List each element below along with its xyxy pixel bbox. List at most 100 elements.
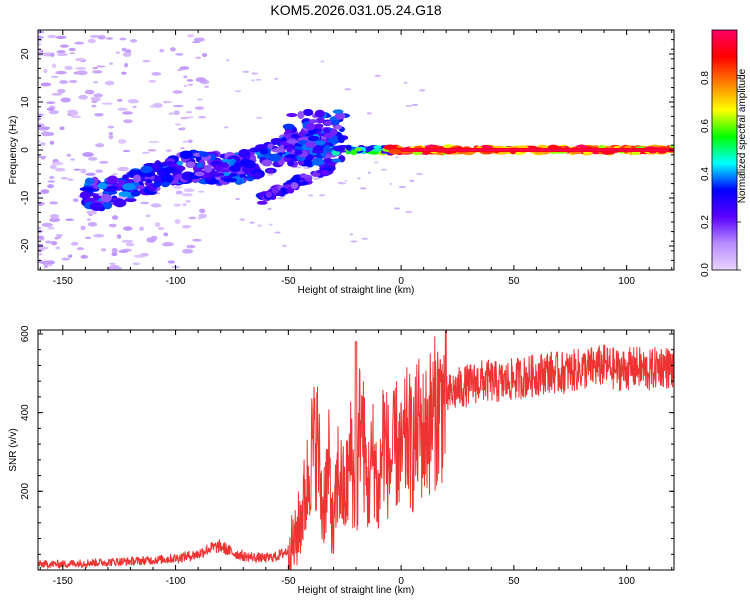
heatmap-cell <box>89 35 100 38</box>
colorbar-tick-label: 0.0 <box>700 263 711 277</box>
heatmap-cell <box>366 112 372 115</box>
heatmap-cell <box>85 172 96 176</box>
heatmap-cell <box>173 203 181 207</box>
heatmap-cell <box>249 221 255 224</box>
heatmap-cell <box>44 240 53 244</box>
heatmap-cell <box>84 89 95 95</box>
heatmap-cell <box>163 101 167 104</box>
heatmap-cell <box>162 242 174 247</box>
x-tick-label: -100 <box>166 276 186 287</box>
heatmap-cell <box>87 222 98 227</box>
heatmap-cell <box>337 181 343 184</box>
heatmap-cell <box>188 225 192 228</box>
heatmap-cell <box>313 123 324 129</box>
heatmap-cell <box>47 184 54 189</box>
snr-y-axis: 200 400 600 <box>20 325 674 555</box>
heatmap-cell <box>50 240 58 246</box>
heatmap-cell <box>321 169 330 176</box>
heatmap-cell <box>69 110 79 116</box>
heatmap-cell <box>197 190 205 193</box>
heatmap-cell <box>78 94 88 100</box>
heatmap-cell <box>80 225 86 231</box>
heatmap-cell <box>297 110 305 119</box>
heatmap-cell <box>60 177 69 180</box>
heatmap-cell <box>47 180 56 183</box>
heatmap-cell <box>148 79 157 83</box>
heatmap-cell <box>323 128 330 133</box>
heatmap-cell <box>64 65 73 70</box>
y-tick-label: 400 <box>20 404 31 421</box>
heatmap-cell <box>122 174 130 180</box>
heatmap-cell <box>239 218 246 221</box>
heatmap-cell <box>119 37 127 41</box>
heatmap-cell <box>123 62 129 68</box>
heatmap-cell <box>186 111 193 114</box>
x-tick-label: -150 <box>53 576 73 587</box>
heatmap-cell <box>197 98 203 101</box>
heatmap-cell <box>198 79 206 83</box>
heatmap-cell <box>38 140 41 143</box>
heatmap-cell <box>86 210 98 215</box>
heatmap-cell <box>367 145 376 151</box>
heatmap-cell <box>48 110 59 115</box>
heatmap-cell <box>286 187 295 194</box>
heatmap-cell <box>250 79 256 82</box>
heatmap-cell <box>266 168 275 174</box>
heatmap-cell <box>367 171 371 174</box>
heatmap-cell <box>371 148 382 152</box>
heatmap-cell <box>57 88 66 94</box>
heatmap-cell <box>257 224 262 227</box>
heatmap-cell <box>70 241 79 246</box>
heatmap-cell <box>334 112 346 120</box>
heatmap-cell <box>373 145 382 150</box>
heatmap-cell <box>290 133 300 139</box>
heatmap-cell <box>122 51 132 57</box>
colorbar-tick-label: 0.2 <box>700 215 711 229</box>
heatmap-cell <box>322 158 334 164</box>
heatmap-cell <box>66 153 72 157</box>
heatmap-cell <box>322 145 333 153</box>
x-tick-label: 100 <box>618 276 635 287</box>
heatmap-cell <box>344 179 348 182</box>
heatmap-cell <box>146 237 151 242</box>
heatmap-cell <box>38 246 49 250</box>
heatmap-cell <box>404 81 408 84</box>
heatmap-cell <box>286 146 293 152</box>
heatmap-cell <box>395 156 399 159</box>
heatmap-cell <box>314 109 326 118</box>
heatmap-cell <box>122 183 136 191</box>
heatmap-cell <box>107 82 114 85</box>
heatmap-xlabel: Height of straight line (km) <box>298 285 415 296</box>
heatmap-cell <box>92 81 99 84</box>
heatmap-cell <box>79 187 93 192</box>
heatmap-cell <box>122 111 134 115</box>
heatmap-cell <box>38 42 42 46</box>
heatmap-cell <box>117 98 123 102</box>
colorbar-ticks: 0.0 0.2 0.4 0.6 0.8 <box>700 71 741 277</box>
heatmap-cell <box>302 108 314 117</box>
heatmap-cell <box>203 85 210 88</box>
heatmap-cell <box>38 226 42 230</box>
heatmap-cell <box>132 105 137 109</box>
heatmap-cell <box>198 115 207 119</box>
colorbar: 0.0 0.2 0.4 0.6 0.8 Normalized spectral ampl… <box>700 29 748 277</box>
y-tick-label: 0 <box>20 147 31 153</box>
heatmap-cell <box>92 66 98 70</box>
heatmap-cell <box>389 182 393 185</box>
heatmap-cell <box>56 236 62 239</box>
heatmap-cell <box>90 202 104 211</box>
heatmap-cell <box>182 203 187 207</box>
heatmap-cell <box>185 200 191 203</box>
heatmap-cell <box>312 146 321 152</box>
snr-series-line <box>38 330 674 570</box>
heatmap-cell <box>268 223 273 226</box>
heatmap-cell <box>130 190 141 197</box>
heatmap-cell <box>355 147 362 152</box>
heatmap-cell <box>203 164 213 173</box>
heatmap-cell <box>107 125 115 129</box>
heatmap-cell <box>175 190 183 195</box>
heatmap-cell <box>90 97 101 102</box>
heatmap-cell <box>95 65 106 68</box>
heatmap-cell <box>160 174 174 184</box>
heatmap-cell <box>168 112 174 115</box>
